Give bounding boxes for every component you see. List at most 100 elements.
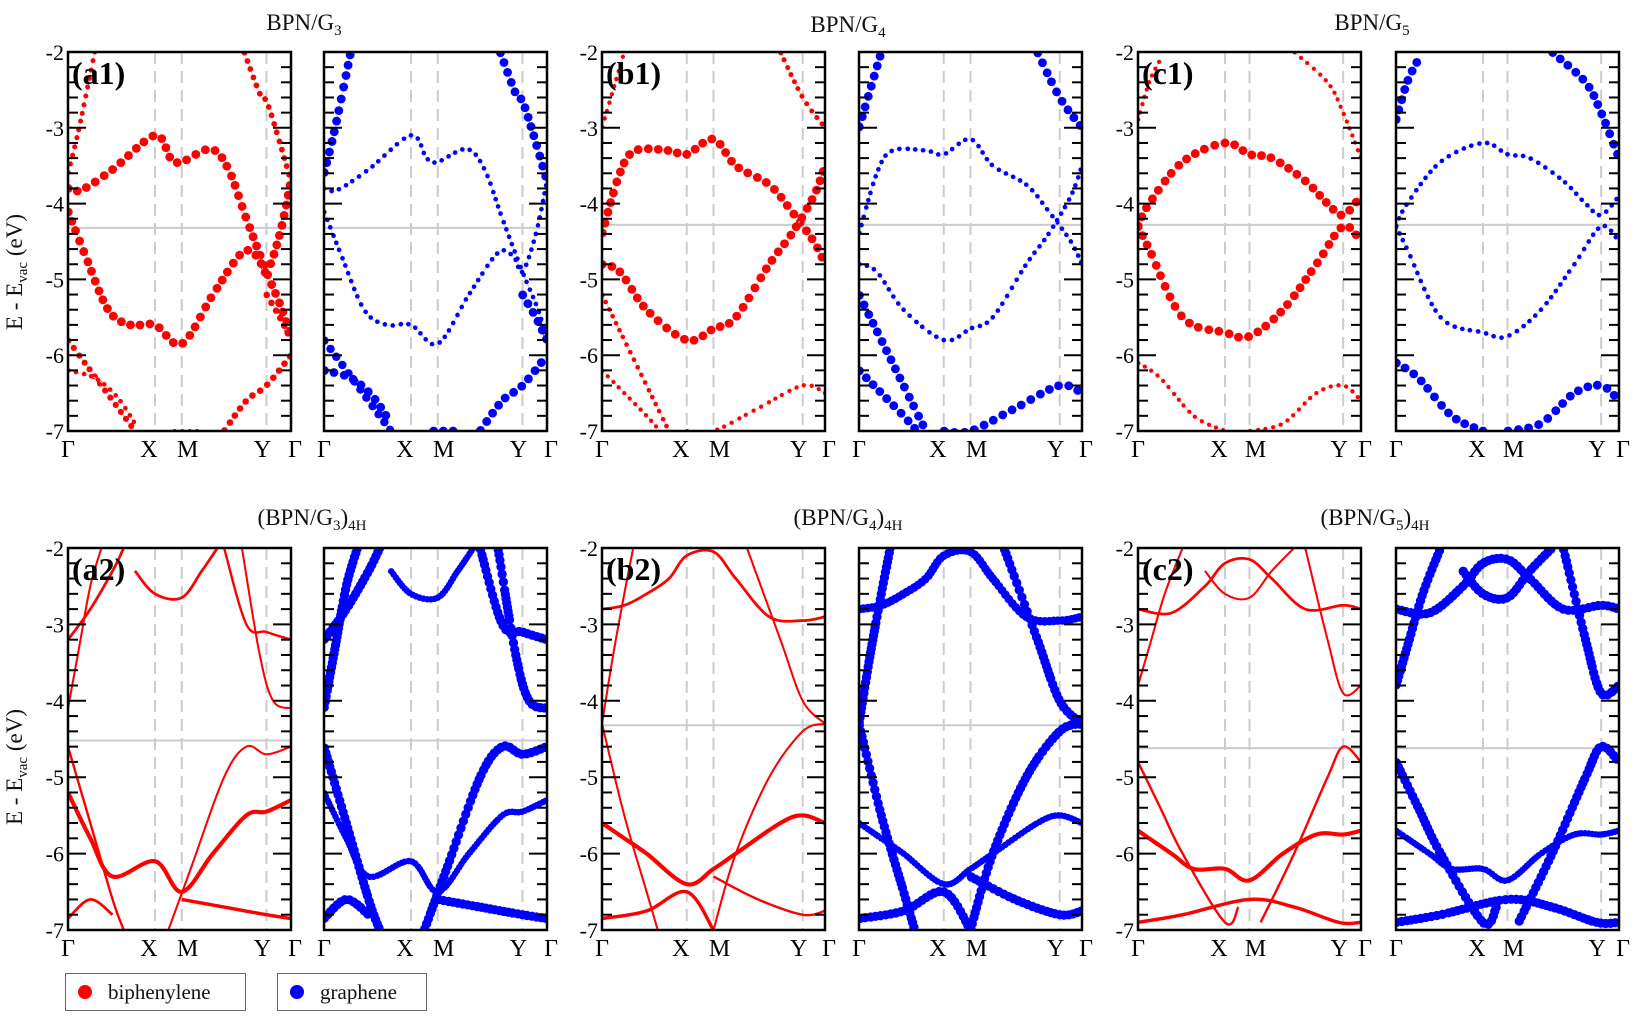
band-point (1050, 213, 1055, 219)
band-point (1566, 575, 1576, 585)
panel-label: (c1) (1142, 55, 1194, 91)
band-point (1266, 153, 1276, 163)
k-label: Γ (1616, 437, 1630, 463)
band-point (1046, 231, 1051, 237)
band-point (401, 136, 407, 142)
band-point (1355, 394, 1360, 400)
band-point (1451, 414, 1461, 424)
band-point (876, 167, 881, 172)
k-label: Y (1588, 437, 1605, 463)
band-point (779, 392, 784, 398)
k-label: M (177, 437, 198, 463)
band-point (507, 631, 517, 641)
band-point (868, 190, 873, 196)
band-point (128, 422, 135, 430)
band-point (509, 387, 519, 397)
band-point (761, 264, 771, 274)
k-label: X (1468, 437, 1485, 463)
band-point (533, 316, 543, 326)
panel-c1-graphene-bands (1396, 52, 1619, 431)
band-point (459, 304, 465, 310)
band-point (1571, 596, 1581, 607)
band-point (1491, 333, 1496, 339)
panel-label: (a1) (72, 55, 125, 91)
band-point (339, 82, 349, 92)
band-point (1351, 197, 1361, 207)
y-tick-label: -4 (1116, 192, 1134, 217)
band-point (1278, 422, 1283, 427)
band-point (750, 283, 760, 293)
band-point (729, 420, 734, 425)
band-point (801, 383, 806, 388)
band-line (68, 791, 291, 894)
band-point (88, 67, 94, 73)
band-point (1563, 60, 1573, 70)
band-point (533, 231, 539, 237)
band-point (244, 58, 251, 64)
band-point (875, 52, 885, 61)
panel-title-b1: BPN/G4 (810, 12, 886, 41)
band-point (1460, 419, 1470, 429)
band-point (95, 377, 101, 383)
panel-label: (b2) (606, 551, 661, 587)
band-point (481, 166, 487, 171)
band-point (1507, 333, 1512, 338)
band-point (1428, 169, 1433, 175)
band-point (268, 112, 275, 119)
band-line (1138, 828, 1361, 883)
band-point (941, 337, 947, 343)
band-point (1032, 250, 1037, 256)
band-point (1301, 275, 1311, 284)
band-point (943, 151, 949, 156)
band-point (376, 402, 386, 412)
band-point (1403, 75, 1413, 85)
band-point (262, 96, 269, 102)
band-point (875, 387, 885, 396)
y-tick-label: -3 (46, 612, 64, 637)
band-point (398, 321, 404, 327)
band-point (1151, 260, 1161, 270)
k-label: X (396, 936, 413, 962)
band-point (351, 286, 357, 292)
band-point (817, 252, 825, 262)
band-point (429, 341, 435, 347)
band-point (90, 276, 100, 286)
band-point (356, 174, 362, 179)
band-point (348, 374, 358, 384)
band-point (506, 77, 516, 87)
band-point (1149, 73, 1155, 78)
band-point (1416, 376, 1426, 386)
band-point (235, 250, 245, 260)
band-point (1562, 180, 1568, 185)
band-point (1147, 80, 1152, 85)
band-point (1585, 203, 1590, 208)
band-point (131, 143, 141, 153)
band-point (865, 197, 871, 203)
band-point (627, 349, 633, 355)
band-point (497, 569, 507, 579)
band-point (394, 141, 400, 147)
band-point (284, 330, 291, 337)
band-point (536, 309, 542, 315)
band-point (463, 297, 469, 302)
band-point (1062, 204, 1068, 210)
band-point (161, 330, 171, 340)
band-point (621, 275, 631, 285)
k-label: X (672, 936, 689, 962)
band-point (635, 364, 641, 370)
band-point (909, 922, 919, 930)
band-point (649, 418, 654, 423)
panel-b2-biphenylene-frame (600, 546, 827, 932)
y-tick-label: -7 (46, 419, 64, 444)
band-point (1521, 323, 1526, 329)
band-point (615, 167, 625, 177)
band-point (352, 548, 362, 554)
band-point (1336, 210, 1346, 220)
band-point (380, 417, 389, 427)
band-point (1318, 249, 1328, 259)
band-point (217, 153, 227, 163)
band-point (1544, 300, 1549, 306)
panel-c1-graphene-frame (1394, 50, 1621, 433)
band-point (1306, 267, 1316, 277)
band-point (236, 405, 244, 412)
